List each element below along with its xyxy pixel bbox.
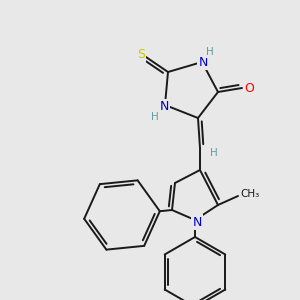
Text: O: O bbox=[244, 82, 254, 94]
Text: N: N bbox=[192, 215, 202, 229]
Text: H: H bbox=[151, 112, 159, 122]
Text: S: S bbox=[137, 49, 145, 62]
Text: N: N bbox=[159, 100, 169, 113]
Text: N: N bbox=[198, 56, 208, 68]
Text: CH₃: CH₃ bbox=[240, 189, 260, 199]
Text: H: H bbox=[210, 148, 218, 158]
Text: H: H bbox=[206, 47, 214, 57]
